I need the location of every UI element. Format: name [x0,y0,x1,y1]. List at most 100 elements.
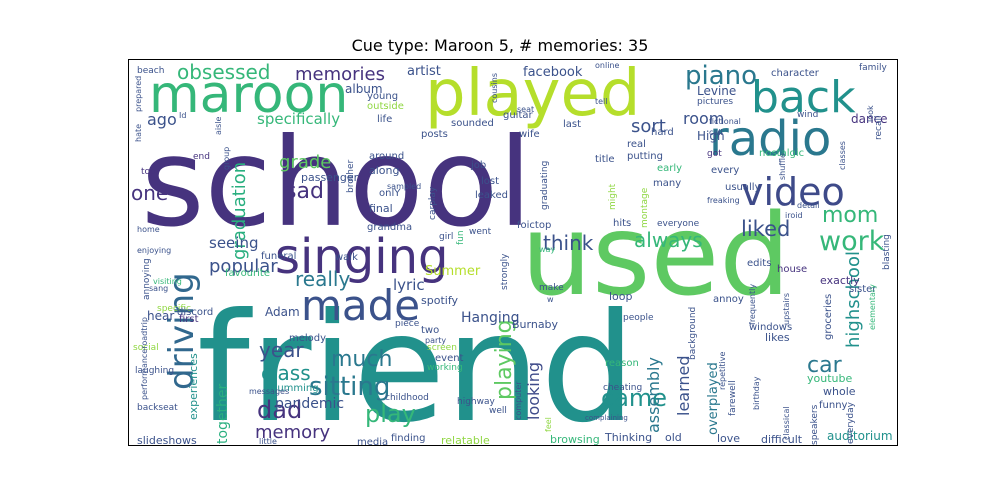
word-working: working [427,363,463,373]
word-browsing: browsing [550,433,600,446]
word-likes: likes [765,331,790,344]
word-guitar: guitar [503,110,534,121]
word-one: one [131,181,168,205]
word-funeral: funeral [261,251,296,262]
word-together: together [215,383,231,444]
word-might: might [608,183,618,210]
word-background: background [688,307,698,360]
word-tell: tell [595,97,608,106]
word-wife: wife [519,129,540,140]
word-posts: posts [421,129,448,140]
word-speakers: speakers [810,404,820,445]
word-maroon: maroon [149,65,348,125]
word-strongly: strongly [500,253,510,290]
word-party: party [425,336,446,345]
word-looking: looking [524,362,543,420]
word-cloud: friend school used played maroon singing radio… [128,59,898,446]
word-life: life [377,114,392,125]
word-foictop: foictop [517,220,551,231]
word-elementary: elementary [868,284,877,330]
word-whole: whole [823,385,856,398]
word-friend: friend [197,282,636,446]
word-classes: classes [838,141,847,170]
word-house: house [777,264,807,275]
word-got: got [707,149,722,159]
word-overplayed: overplayed [706,362,721,435]
word-old: old [665,431,682,444]
word-hear: hear [147,309,174,323]
word-fictional: fictional [709,117,741,126]
word-sampled: sampled [387,182,421,191]
word-back: back [751,72,856,123]
word-memories: memories [295,64,385,85]
word-upstairs: upstairs [782,293,791,325]
word-title: title [595,154,615,165]
word-highway: highway [457,397,495,407]
word-dad: dad [257,396,302,424]
word-cousins: cousins [490,73,499,103]
word-sitting: sitting [309,372,390,402]
word-liked: liked [741,217,790,241]
word-annoying: annoying [142,258,152,300]
word-sister: sister [849,284,877,295]
word-high: High [697,129,725,143]
word-character: character [771,68,820,79]
word-visiting: visiting [153,277,182,286]
word-piece: piece [395,319,420,329]
word-laughing: laughing [135,366,174,376]
word-used: used [521,191,790,321]
word-slideshows: slideshows [137,434,197,446]
word-highschool: highschool [843,251,864,348]
word-mom: mom [822,203,878,228]
word-driving: driving [162,272,202,390]
word-room: room [683,109,724,128]
word-hits: hits [613,218,631,229]
word-car: car [807,353,843,378]
word-girl: girl [439,232,453,242]
word-people: people [623,313,654,323]
word-work: work [819,226,885,257]
word-learned: learned [674,355,693,416]
word-beach: beach [137,66,164,76]
word-blasting: blasting [882,234,892,270]
word-adam: Adam [265,305,300,319]
word-sang: sang [149,284,168,293]
word-frequently: frequently [748,284,757,325]
word-singing: singing [275,229,448,285]
word-school: school [141,112,532,254]
word-discord: discord [177,307,213,318]
word-made: made [301,281,420,330]
word-playing: playing [492,319,517,400]
word-everyone: everyone [657,219,700,229]
word-lyric: lyric [393,276,425,294]
word-prepared: prepared [134,76,143,112]
word-lost: lost [481,176,499,187]
word-leaked: leaked [475,190,508,201]
word-youtube: youtube [807,372,852,385]
word-online: online [595,61,619,70]
word-play: play [365,400,416,428]
word-passenger: passenger [301,171,359,184]
word-enjoying: enjoying [137,246,171,255]
word-much: much [331,347,392,372]
word-outside: outside [367,101,404,112]
word-complaining: complaining [585,414,628,422]
word-difficult: difficult [761,433,803,446]
word-specifically: specifically [257,110,340,128]
word-video: video [741,170,845,214]
word-putting: putting [627,151,663,162]
word-many: many [653,178,681,189]
word-aisle: aisle [214,116,223,135]
word-classical: classical [782,406,791,440]
word-sounded: sounded [451,118,494,129]
word-favourite: favourite [225,268,270,279]
word-seeing: seeing [209,234,258,252]
word-freaking: freaking [707,196,740,205]
word-think: think [543,231,594,255]
word-came: came [601,384,667,412]
word-hate: hate [134,124,143,142]
word-well: well [489,406,507,416]
word-memory: memory [255,422,331,443]
word-social: social [133,343,159,353]
